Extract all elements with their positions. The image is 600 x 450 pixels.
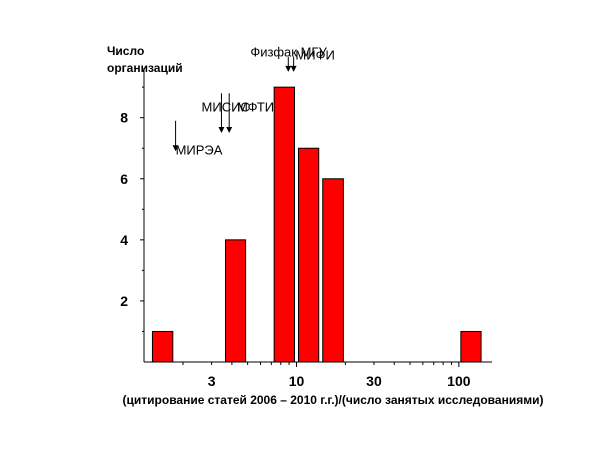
arrowhead-icon (226, 126, 233, 133)
y-ticks: 2 4 6 8 (120, 86, 144, 332)
bar (298, 147, 320, 363)
x-tick-label: 30 (366, 373, 382, 389)
y-tick-label: 6 (120, 171, 128, 187)
bar (224, 239, 247, 363)
x-tick-label: 10 (289, 373, 305, 389)
bar (460, 330, 482, 363)
y-tick-label: 2 (120, 293, 128, 309)
y-axis-label: Число организаций (107, 44, 183, 75)
annotation-label: МИФИ (295, 48, 334, 63)
x-axis-label: (цитирование статей 2006 – 2010 г.г.)/(ч… (123, 393, 544, 407)
y-axis-label-line: Число (107, 44, 144, 58)
y-tick-label: 4 (120, 232, 128, 248)
annotation-label: Физфак МГУ (250, 45, 327, 60)
y-axis-label-line: организаций (107, 61, 183, 75)
arrowhead-icon (285, 65, 292, 72)
bars (151, 86, 482, 363)
x-tick-label: 3 (208, 373, 216, 389)
annotation-label: МИРЭА (176, 142, 223, 157)
arrowhead-icon (172, 145, 179, 152)
bar (273, 86, 296, 363)
arrowhead-icon (290, 65, 297, 72)
x-ticks: 3 10 30 100 (182, 362, 471, 389)
bar (322, 178, 344, 363)
annotation-label: МИСИС (202, 100, 250, 115)
bar (151, 330, 174, 363)
x-tick-label: 100 (447, 373, 471, 389)
annotation-label: МФТИ (237, 100, 274, 115)
arrowhead-icon (218, 126, 225, 133)
y-tick-label: 8 (120, 110, 128, 126)
